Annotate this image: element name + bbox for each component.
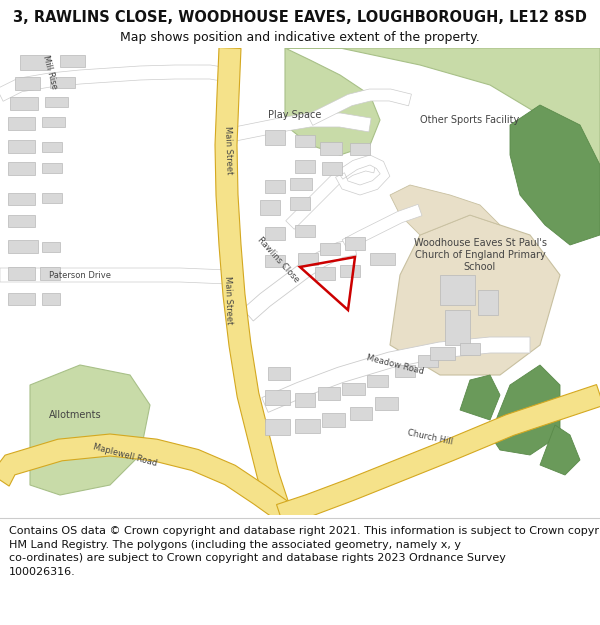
Polygon shape [295,135,315,147]
Polygon shape [318,387,340,400]
Polygon shape [390,215,560,375]
Text: Church Hill: Church Hill [407,428,454,446]
Polygon shape [315,267,335,280]
Polygon shape [50,77,75,88]
Text: Woodhouse Eaves St Paul's
Church of England Primary
School: Woodhouse Eaves St Paul's Church of Engl… [413,238,547,272]
Polygon shape [285,48,380,155]
Polygon shape [229,113,371,142]
Polygon shape [60,55,85,67]
Polygon shape [540,425,580,475]
Text: Rawlins Close: Rawlins Close [255,236,301,284]
Polygon shape [286,159,376,229]
Polygon shape [322,413,345,427]
Polygon shape [42,193,62,203]
Polygon shape [268,367,290,380]
Polygon shape [295,419,320,433]
Polygon shape [285,48,600,185]
Polygon shape [298,253,318,265]
Text: Other Sports Facility: Other Sports Facility [421,115,520,125]
Polygon shape [10,97,38,110]
Polygon shape [243,239,356,321]
Polygon shape [342,383,365,395]
Polygon shape [277,384,600,526]
Polygon shape [260,200,280,215]
Polygon shape [395,365,415,377]
Polygon shape [215,48,296,522]
Polygon shape [265,255,285,267]
Polygon shape [370,253,395,265]
Polygon shape [440,275,475,305]
Polygon shape [460,343,480,355]
Polygon shape [320,243,340,255]
Text: 3, RAWLINS CLOSE, WOODHOUSE EAVES, LOUGHBOROUGH, LE12 8SD: 3, RAWLINS CLOSE, WOODHOUSE EAVES, LOUGH… [13,9,587,24]
Text: Paterson Drive: Paterson Drive [49,271,111,279]
Text: Mill Rise: Mill Rise [41,54,59,90]
Polygon shape [460,375,500,420]
Polygon shape [290,178,312,190]
Text: Maplewell Road: Maplewell Road [92,442,158,468]
Polygon shape [15,77,40,90]
Polygon shape [8,267,35,280]
Text: Main Street: Main Street [223,126,233,174]
Polygon shape [42,117,65,127]
Polygon shape [350,407,372,420]
Polygon shape [375,397,398,410]
Polygon shape [265,180,285,193]
Polygon shape [418,355,438,367]
Polygon shape [8,293,35,305]
Polygon shape [265,130,285,145]
Polygon shape [265,390,290,405]
Polygon shape [367,375,388,387]
Polygon shape [0,65,229,101]
Polygon shape [40,267,60,280]
Text: Contains OS data © Crown copyright and database right 2021. This information is : Contains OS data © Crown copyright and d… [9,526,600,577]
Polygon shape [510,105,600,245]
Polygon shape [8,240,38,253]
Polygon shape [0,434,295,524]
Polygon shape [0,268,228,284]
Polygon shape [345,237,365,250]
Polygon shape [295,160,315,173]
Polygon shape [265,227,285,240]
Text: Allotments: Allotments [49,410,101,420]
Polygon shape [320,142,342,155]
Polygon shape [8,193,35,205]
Polygon shape [265,419,290,435]
Polygon shape [8,162,35,175]
Text: Main Street: Main Street [223,276,233,324]
Polygon shape [8,140,35,153]
Polygon shape [490,365,560,455]
Polygon shape [295,225,315,237]
Text: Map shows position and indicative extent of the property.: Map shows position and indicative extent… [120,31,480,44]
Polygon shape [478,290,498,315]
Polygon shape [430,347,455,360]
Polygon shape [342,204,422,250]
Polygon shape [8,215,35,227]
Polygon shape [30,365,150,495]
Polygon shape [42,293,60,305]
Text: Play Space: Play Space [268,110,322,120]
Polygon shape [390,185,500,235]
Text: Meadow Road: Meadow Road [365,354,425,376]
Polygon shape [42,242,60,252]
Polygon shape [307,89,412,126]
Polygon shape [295,393,315,407]
Polygon shape [20,55,50,70]
Polygon shape [8,117,35,130]
Polygon shape [42,163,62,173]
Polygon shape [350,143,370,155]
Polygon shape [290,197,310,210]
Polygon shape [340,265,360,277]
Polygon shape [322,162,342,175]
Polygon shape [445,310,470,345]
Polygon shape [45,97,68,107]
Polygon shape [42,142,62,152]
Polygon shape [262,337,530,412]
Polygon shape [335,155,390,195]
